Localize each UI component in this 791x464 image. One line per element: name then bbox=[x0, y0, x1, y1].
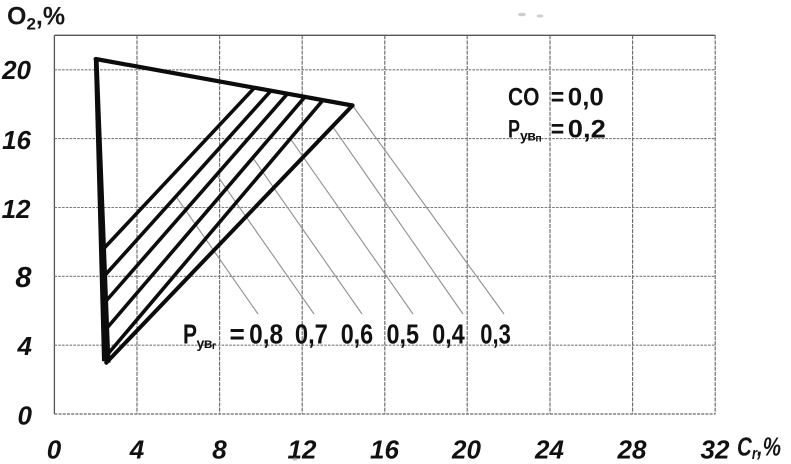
svg-text:=: = bbox=[551, 116, 565, 144]
svg-text:увп: увп bbox=[520, 128, 541, 145]
svg-text:CO: CO bbox=[508, 83, 540, 111]
svg-text:4: 4 bbox=[17, 331, 33, 361]
svg-text:0,4: 0,4 bbox=[432, 318, 465, 349]
svg-text:0,7: 0,7 bbox=[295, 318, 328, 349]
svg-text:0,5: 0,5 bbox=[387, 318, 420, 349]
svg-text:0,0: 0,0 bbox=[568, 83, 604, 111]
svg-text:=: = bbox=[230, 318, 245, 349]
svg-text:20: 20 bbox=[1, 55, 31, 85]
svg-text:8: 8 bbox=[212, 435, 227, 464]
svg-text:4: 4 bbox=[129, 435, 145, 464]
svg-text:P: P bbox=[508, 116, 520, 144]
svg-text:0: 0 bbox=[47, 435, 62, 464]
svg-text:0,3: 0,3 bbox=[480, 318, 511, 349]
svg-text:увг: увг bbox=[197, 335, 217, 352]
svg-text:0,2: 0,2 bbox=[568, 116, 606, 144]
svg-text:16: 16 bbox=[370, 435, 399, 464]
svg-text:8: 8 bbox=[15, 262, 32, 294]
svg-text:0: 0 bbox=[18, 401, 33, 431]
svg-text:Cr,%: Cr,% bbox=[737, 432, 781, 463]
svg-text:32: 32 bbox=[701, 435, 730, 464]
svg-text:=: = bbox=[551, 83, 565, 111]
svg-text:0,8: 0,8 bbox=[249, 318, 283, 349]
svg-text:P: P bbox=[183, 318, 197, 349]
svg-text:12: 12 bbox=[288, 435, 317, 464]
svg-text:24: 24 bbox=[534, 435, 564, 464]
svg-text:12: 12 bbox=[2, 194, 31, 224]
svg-text:O2,%: O2,% bbox=[7, 3, 65, 34]
svg-text:20: 20 bbox=[451, 435, 481, 464]
svg-text:16: 16 bbox=[2, 125, 31, 155]
svg-text:28: 28 bbox=[617, 435, 647, 464]
svg-text:0,6: 0,6 bbox=[341, 318, 374, 349]
